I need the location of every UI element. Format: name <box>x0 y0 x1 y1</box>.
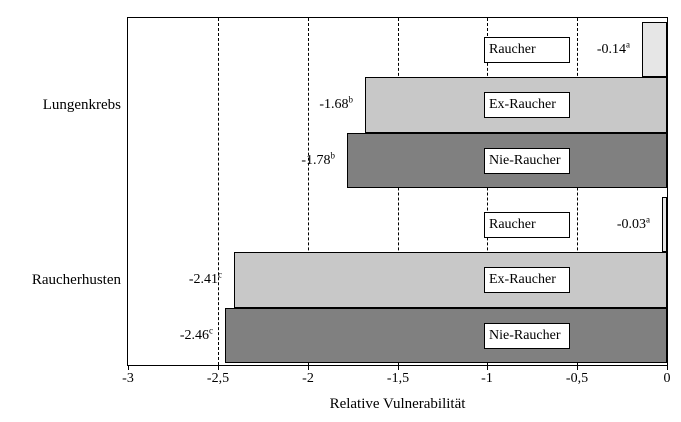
x-axis-tick <box>308 366 309 370</box>
gridline <box>577 18 578 365</box>
bar-raucher <box>642 22 667 77</box>
x-axis-tick <box>128 366 129 370</box>
value-superscript: a <box>626 39 630 50</box>
bar-value-label: -0.14a <box>596 39 630 57</box>
x-tick-label: -0,5 <box>565 371 589 386</box>
x-axis-tick <box>398 366 399 370</box>
x-tick-label: 0 <box>663 371 671 386</box>
x-tick-label: -1 <box>481 371 493 386</box>
series-label-box: Raucher <box>484 212 570 238</box>
bar-value-label: -1.68b <box>319 94 354 112</box>
x-tick-label: -2,5 <box>206 371 230 386</box>
series-label-box: Raucher <box>484 37 570 63</box>
x-axis-tick <box>218 366 219 370</box>
bar-ex-raucher <box>234 252 667 308</box>
category-label: Raucherhusten <box>31 272 121 288</box>
x-tick-label: -2 <box>302 371 314 386</box>
bar-value-label: -2.41c <box>188 269 222 287</box>
value-superscript: c <box>218 269 222 280</box>
value-superscript: b <box>330 150 336 161</box>
bar-value-label: -1.78b <box>301 150 336 168</box>
x-axis-tick <box>487 366 488 370</box>
series-label-box: Nie-Raucher <box>484 323 570 349</box>
x-axis-title: Relative Vulnerabilität <box>329 396 466 412</box>
series-label-box: Ex-Raucher <box>484 267 570 293</box>
bar-raucher <box>662 197 667 252</box>
x-axis-tick <box>667 366 668 370</box>
plot-area: Raucher -0.14a Ex-Raucher -1.68b Nie-Raucher… <box>127 17 668 366</box>
gridline <box>398 18 399 365</box>
bar-value-label: -0.03a <box>616 214 650 232</box>
gridline <box>218 18 219 365</box>
x-tick-label: -1,5 <box>386 371 410 386</box>
series-label-box: Ex-Raucher <box>484 92 570 118</box>
category-label: Lungenkrebs <box>42 97 121 113</box>
value-superscript: c <box>209 325 213 336</box>
x-axis-tick <box>577 366 578 370</box>
series-label-box: Nie-Raucher <box>484 148 570 174</box>
gridline <box>487 18 488 365</box>
value-superscript: a <box>646 214 650 225</box>
gridline <box>308 18 309 365</box>
x-tick-label: -3 <box>122 371 134 386</box>
bar-value-label: -2.46c <box>179 325 213 343</box>
value-superscript: b <box>348 94 354 105</box>
bar-nie-raucher <box>225 308 667 363</box>
